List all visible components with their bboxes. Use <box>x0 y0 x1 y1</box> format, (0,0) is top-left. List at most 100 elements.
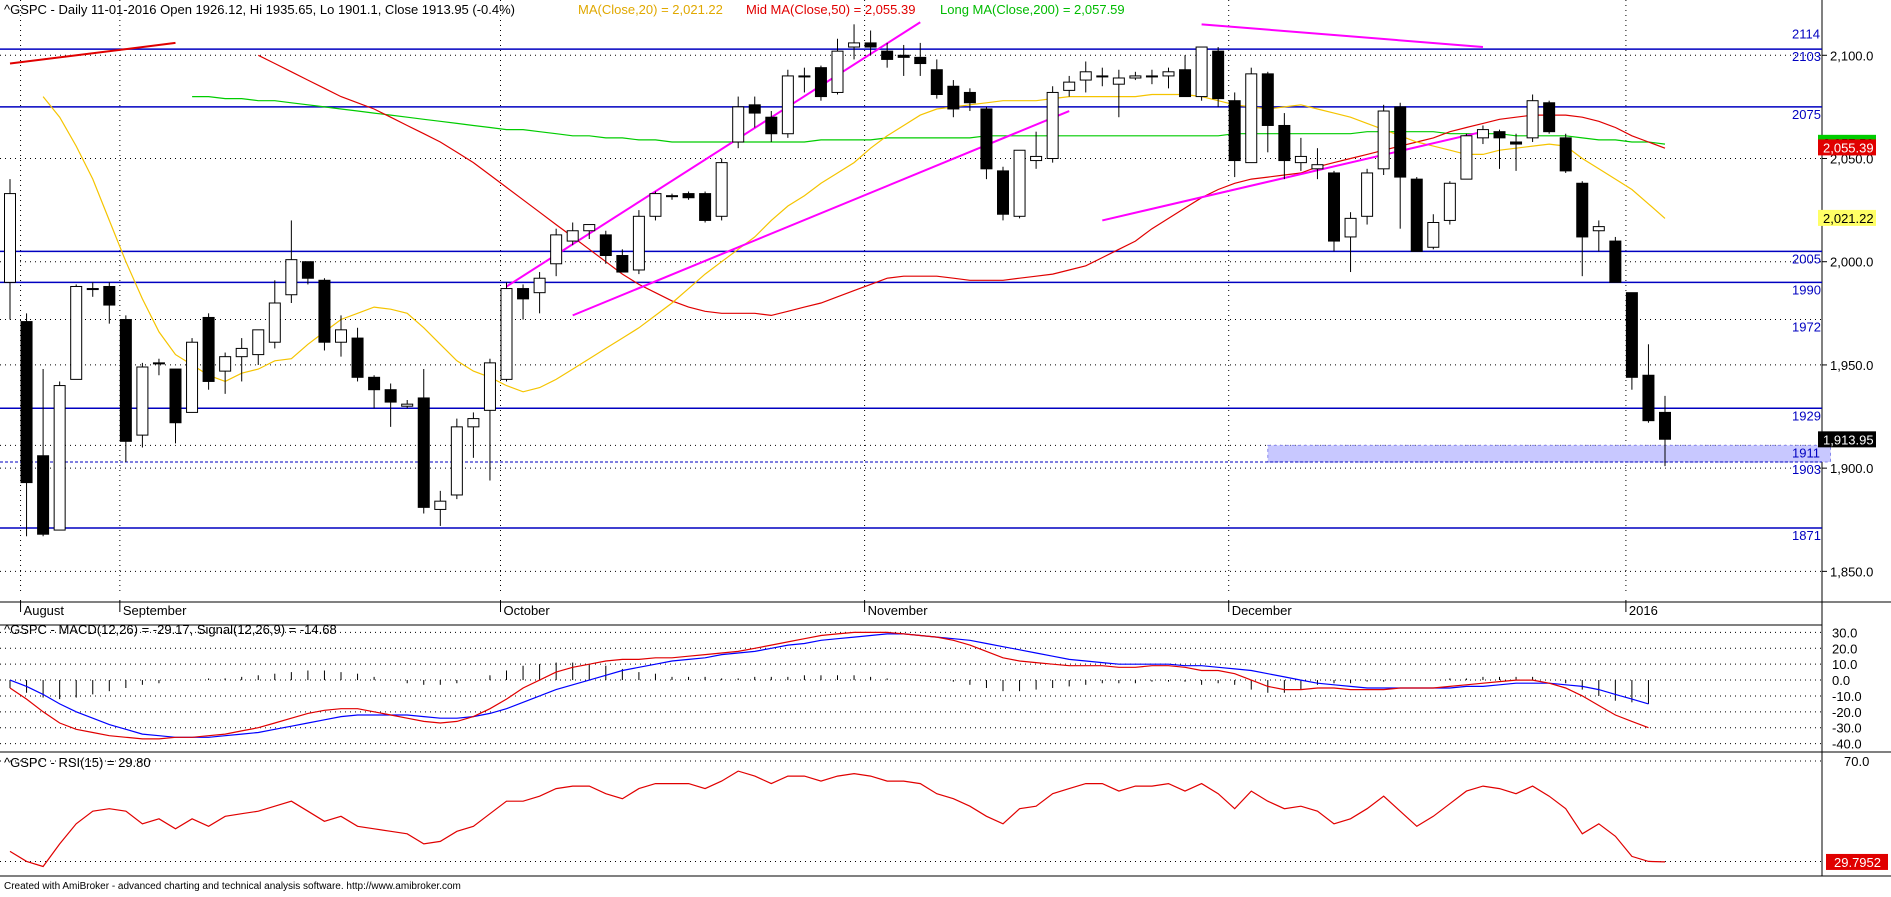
candle-body-down <box>368 376 381 391</box>
candle <box>1493 129 1506 169</box>
macd-title: ^GSPC - MACD(12,26) = -29.17, Signal(12,… <box>4 622 337 637</box>
level-label: 1903 <box>1792 462 1821 477</box>
candle-body-down <box>864 42 877 48</box>
candle-body-up <box>268 302 281 343</box>
candle-body-up <box>219 356 232 372</box>
candle <box>1063 75 1076 97</box>
candle-body-up <box>632 215 645 271</box>
candle <box>1278 113 1291 180</box>
candle-body-down <box>765 116 778 135</box>
candle <box>335 315 347 357</box>
candle <box>268 280 281 349</box>
macd-y-tick-label: -20.0 <box>1832 705 1862 720</box>
candle-body-up <box>1311 164 1324 170</box>
candle <box>152 358 165 376</box>
candle <box>1145 69 1158 85</box>
candle <box>500 282 513 382</box>
rsi-line <box>9 770 1666 868</box>
candle-body-down <box>881 50 894 60</box>
candle <box>417 369 430 514</box>
level-label: 2005 <box>1792 251 1821 266</box>
candle <box>930 59 943 99</box>
candle <box>517 284 530 320</box>
candle <box>666 193 678 200</box>
candle-body-up <box>1079 71 1092 81</box>
candle <box>897 44 910 76</box>
candle-body-down <box>37 455 50 535</box>
candle-body-down <box>897 54 910 58</box>
candle <box>1294 137 1307 171</box>
trend-line <box>505 21 921 288</box>
candle <box>1592 220 1605 252</box>
candle-body-up <box>1377 110 1390 170</box>
candle-body-down <box>1625 292 1638 378</box>
candle-body-up <box>285 259 298 296</box>
candle-body-down <box>119 319 132 442</box>
candle <box>384 383 397 427</box>
value-tag-bg <box>1818 431 1876 448</box>
candle <box>881 42 894 68</box>
candle <box>351 327 364 382</box>
candle <box>401 400 414 409</box>
price-title: ^GSPC - Daily 11-01-2016 Open 1926.12, H… <box>4 2 515 17</box>
candle-body-down <box>1510 141 1523 145</box>
macd-y-tick-label: 0.0 <box>1832 673 1850 688</box>
candle-body-down <box>351 337 364 378</box>
candle-body-down <box>1559 137 1572 172</box>
candle <box>1443 181 1456 225</box>
macd-line <box>9 631 1649 740</box>
candle-body-up <box>4 193 16 283</box>
price-y-tick-label: 1,850.0 <box>1830 564 1873 579</box>
price-y-tick-label: 1,900.0 <box>1830 461 1873 476</box>
candle <box>1510 133 1523 171</box>
candle-body-up <box>252 329 265 356</box>
candle-body-up <box>1245 73 1258 164</box>
candle-body-up <box>831 50 844 93</box>
candle-body-down <box>1228 100 1241 162</box>
candle-body-up <box>566 230 579 242</box>
candle-body-down <box>1394 106 1407 178</box>
legend-ma50: Mid MA(Close,50) = 2,055.39 <box>746 2 915 17</box>
rsi-title: ^GSPC - RSI(15) = 29.80 <box>4 755 151 770</box>
month-label: November <box>868 603 929 618</box>
candle-body-up <box>1162 71 1175 77</box>
candle <box>1328 170 1340 252</box>
candle-body-up <box>550 234 563 265</box>
candle-body-up <box>1046 91 1059 159</box>
candle-body-up <box>1129 75 1142 79</box>
candle <box>1261 71 1274 153</box>
support-zone <box>1267 444 1832 463</box>
candle-body-up <box>1361 172 1374 217</box>
legend-ma20: MA(Close,20) = 2,021.22 <box>578 2 723 17</box>
candle-body-down <box>103 285 116 306</box>
candle-body-up <box>781 75 794 135</box>
candle-body-up <box>1592 226 1605 232</box>
candle-body-up <box>450 426 463 496</box>
candle-body-up <box>1443 182 1456 221</box>
candle-body-up <box>798 75 811 78</box>
candle <box>450 418 463 500</box>
candle-body-up <box>1145 75 1158 78</box>
candle-body-up <box>86 288 99 291</box>
candle-body-down <box>20 321 33 484</box>
rsi-value-tag-text: 29.7952 <box>1834 855 1881 870</box>
candle-body-up <box>533 277 546 294</box>
value-tag-text: 2,055.39 <box>1823 140 1874 155</box>
candle <box>781 69 794 138</box>
month-label: October <box>504 603 551 618</box>
candle <box>70 284 83 380</box>
trend-line <box>1102 130 1484 222</box>
candle <box>814 65 827 101</box>
level-label: 1990 <box>1792 282 1821 297</box>
candle <box>1195 46 1208 101</box>
candle <box>715 158 728 221</box>
candle <box>748 96 761 128</box>
macd-y-tick-label: 20.0 <box>1832 641 1857 656</box>
level-label: 1911 <box>1792 445 1820 460</box>
candle <box>997 166 1009 221</box>
rsi-y-tick-label: 70.0 <box>1844 754 1869 769</box>
candle <box>963 88 976 112</box>
candle <box>1361 168 1374 225</box>
candle-body-down <box>914 56 927 65</box>
candle-body-up <box>401 403 414 407</box>
